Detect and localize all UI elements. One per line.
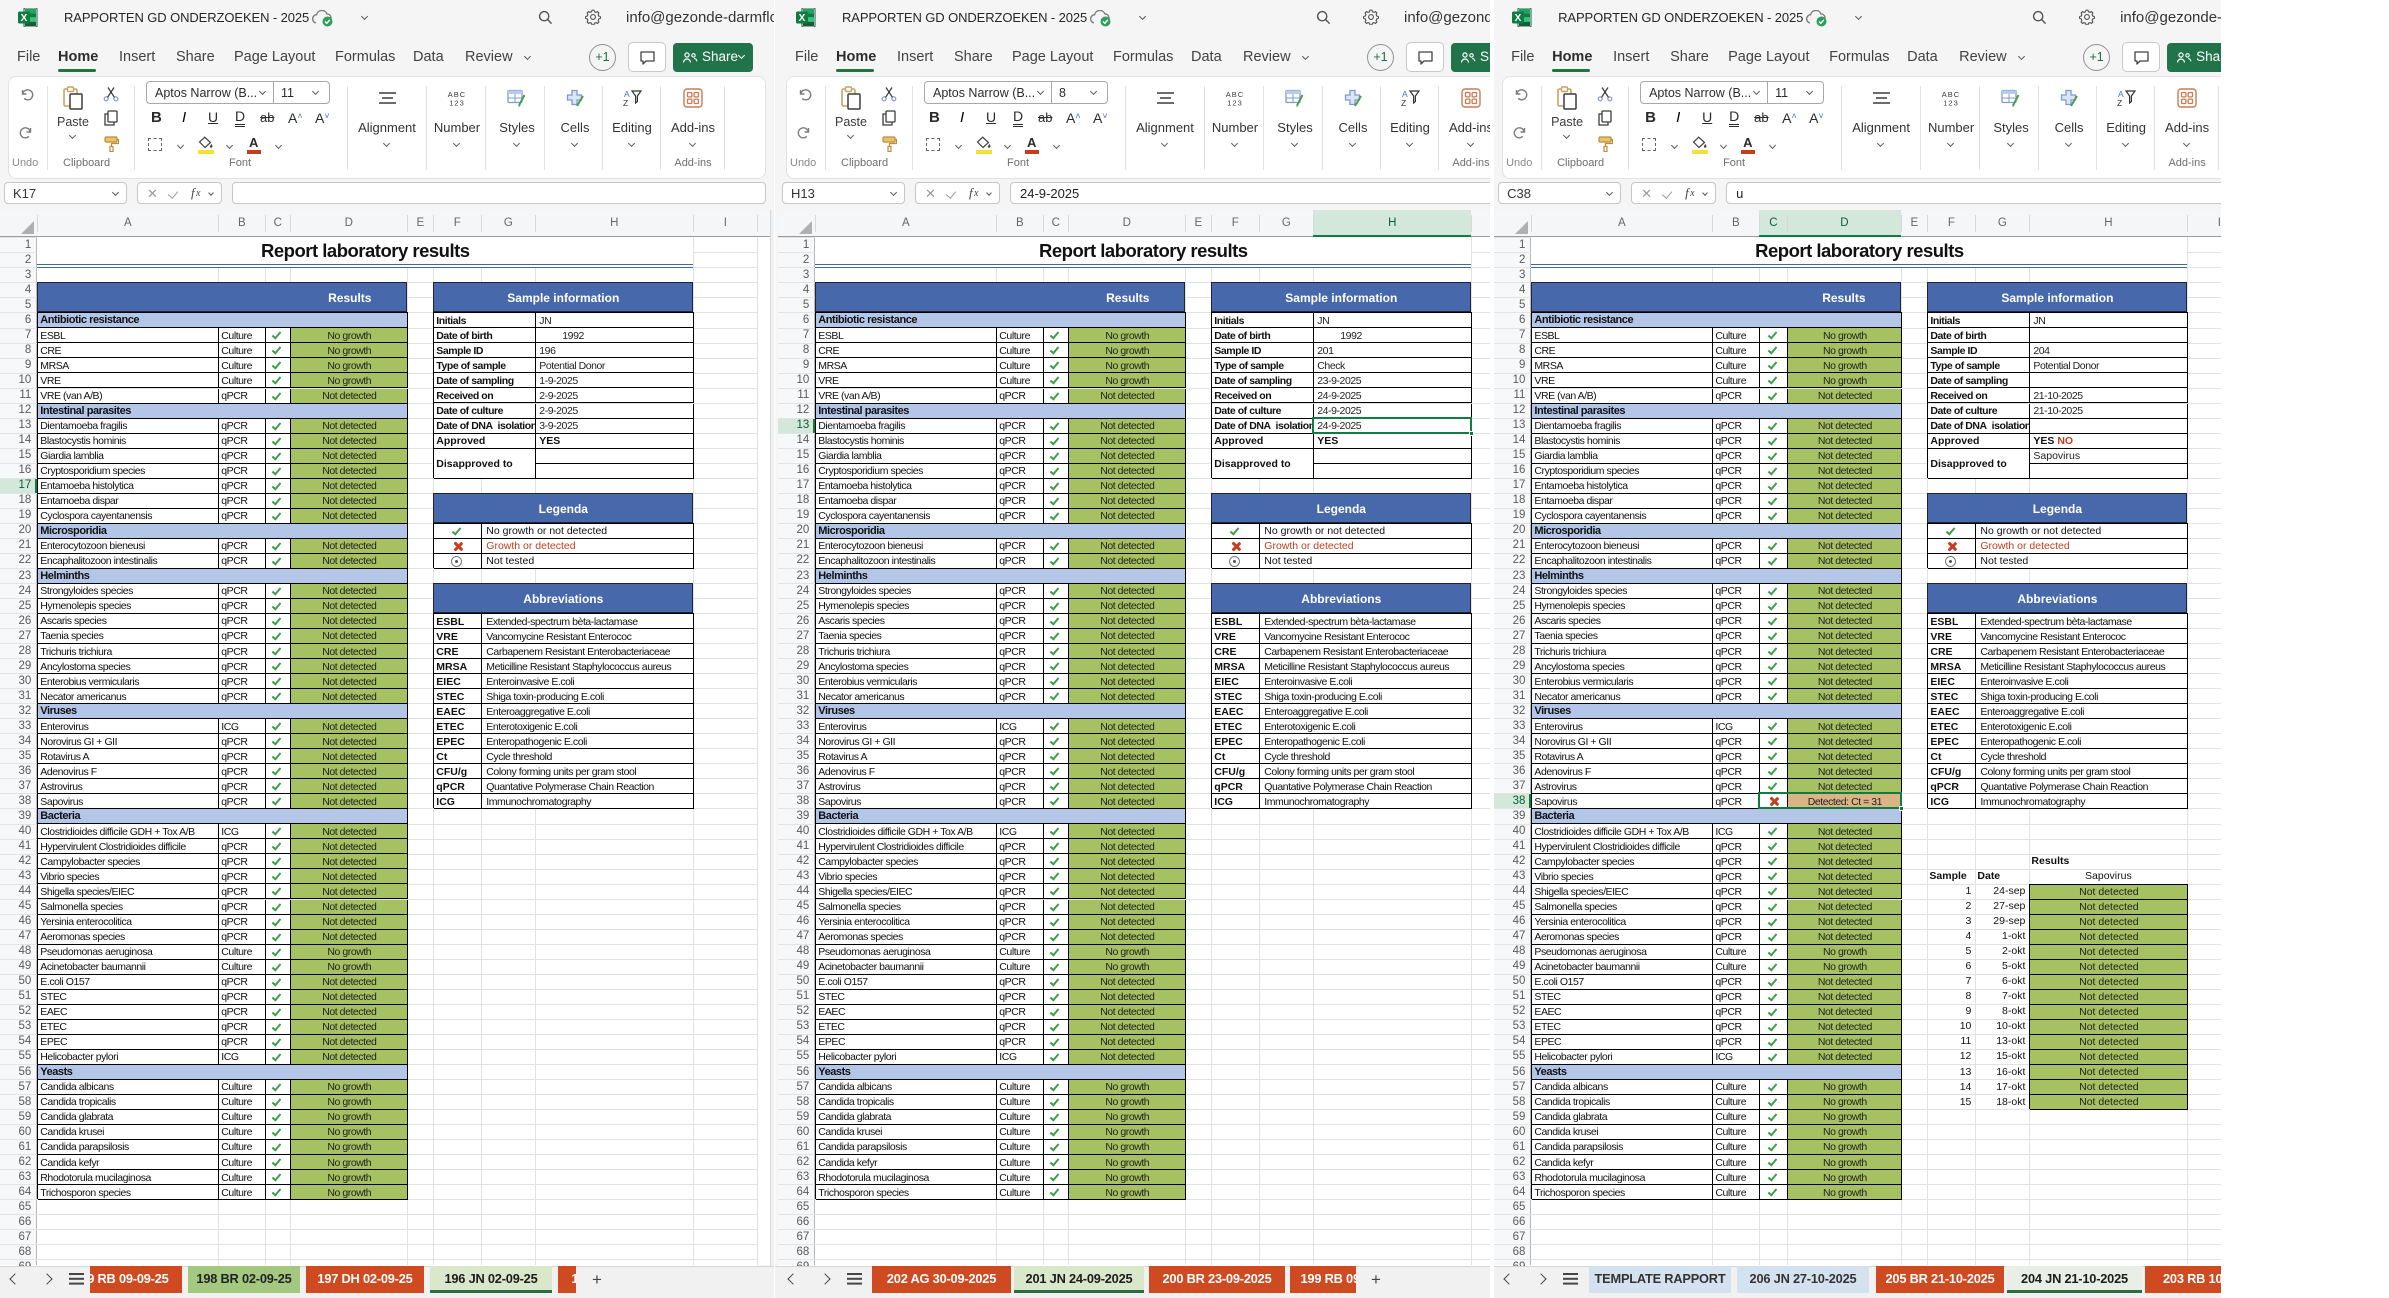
svg-text:X: X	[1515, 13, 1522, 24]
svg-text:Z: Z	[1401, 98, 1406, 108]
svg-text:ABC: ABC	[1942, 90, 1960, 99]
svg-text:Z: Z	[2117, 98, 2122, 108]
svg-text:A: A	[2118, 89, 2124, 99]
svg-text:A: A	[1402, 89, 1408, 99]
svg-text:X: X	[21, 13, 28, 24]
svg-text:ABC: ABC	[1226, 90, 1244, 99]
svg-text:X: X	[799, 13, 806, 24]
svg-text:123: 123	[1227, 99, 1243, 108]
svg-text:Z: Z	[623, 98, 628, 108]
svg-text:123: 123	[449, 99, 465, 108]
svg-text:ABC: ABC	[448, 90, 466, 99]
svg-text:123: 123	[1943, 99, 1959, 108]
svg-text:A: A	[624, 89, 630, 99]
